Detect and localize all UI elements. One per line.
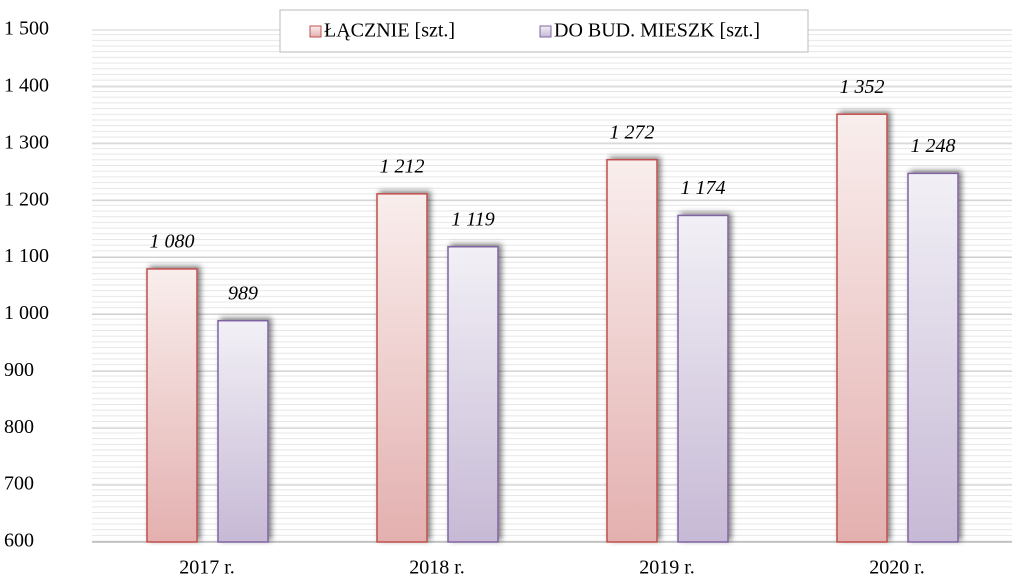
value-label: 1 212 <box>380 155 425 177</box>
value-label: 1 352 <box>840 76 885 98</box>
y-tick-label: 1 300 <box>4 131 49 153</box>
legend-swatch <box>539 25 552 38</box>
value-label: 1 248 <box>911 135 956 157</box>
x-tick-label: 2020 r. <box>869 557 925 579</box>
value-label: 989 <box>228 282 258 304</box>
bar <box>836 113 888 543</box>
x-tick-label: 2019 r. <box>639 557 695 579</box>
bar <box>447 245 499 543</box>
bar <box>217 319 269 543</box>
value-label: 1 272 <box>610 121 655 143</box>
x-tick-label: 2018 r. <box>409 557 465 579</box>
legend-swatch <box>309 25 322 38</box>
y-tick-label: 1 000 <box>4 302 49 324</box>
bar <box>907 172 959 543</box>
legend-label: ŁĄCZNIE [szt.] <box>324 20 455 42</box>
bar <box>677 214 729 543</box>
legend-label: DO BUD. MIESZK [szt.] <box>554 20 760 42</box>
value-label: 1 174 <box>681 177 726 199</box>
y-tick-label: 800 <box>4 416 34 438</box>
y-tick-label: 1 200 <box>4 188 49 210</box>
y-tick-label: 1 100 <box>4 245 49 267</box>
y-tick-label: 1 500 <box>4 18 49 40</box>
value-label: 1 080 <box>150 231 195 253</box>
legend: ŁĄCZNIE [szt.] DO BUD. MIESZK [szt.] <box>279 9 809 53</box>
y-tick-label: 1 400 <box>4 74 49 96</box>
value-label: 1 119 <box>451 208 495 230</box>
bar <box>376 193 428 543</box>
y-tick-label: 600 <box>4 530 34 552</box>
y-tick-label: 900 <box>4 359 34 381</box>
x-tick-label: 2017 r. <box>179 557 235 579</box>
bar <box>606 158 658 543</box>
bar <box>146 268 198 543</box>
y-tick-label: 700 <box>4 473 34 495</box>
